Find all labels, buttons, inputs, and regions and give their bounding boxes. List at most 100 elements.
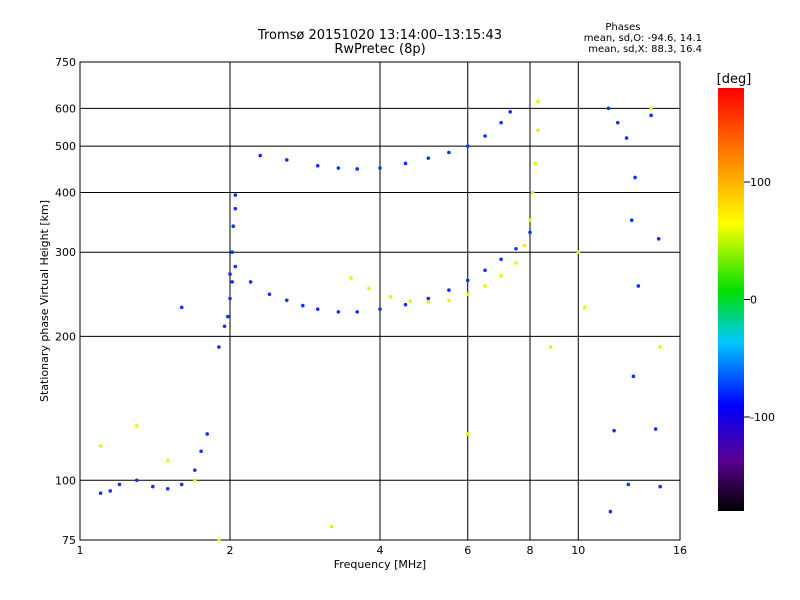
phases-summary: Phases mean, sd,O: -94.6, 14.1 mean, sd,… [584,22,702,55]
data-point [633,175,637,180]
data-point [179,482,184,487]
data-point [315,307,320,311]
data-point [248,280,253,284]
x-tick-label: 16 [673,544,687,557]
y-tick-label: 200 [55,330,76,343]
data-point [514,246,518,251]
grid-lines [80,62,680,540]
data-point [483,284,487,288]
data-point [367,286,371,291]
data-point [408,299,413,303]
data-point [134,478,139,483]
data-point [631,374,636,379]
data-point [499,120,503,125]
data-point [228,272,232,276]
data-point [228,296,232,301]
data-point [465,432,470,436]
data-point [447,288,451,292]
data-point [222,324,227,329]
data-point [193,468,197,472]
data-point [233,264,238,269]
data-point [483,134,487,138]
data-point [426,296,431,301]
data-point [426,156,431,160]
y-tick-label: 100 [55,474,76,487]
data-point [134,424,139,428]
data-point [233,206,238,211]
data-point [165,486,170,491]
data-point [447,298,451,303]
data-point [576,250,581,255]
data-point [649,106,653,111]
data-point [230,280,234,284]
data-point [528,230,532,235]
data-point [355,310,359,314]
data-point [533,161,538,166]
data-point [315,163,320,168]
data-point [530,190,535,195]
colorbar-tick-label: 0 [750,294,757,307]
data-point [653,427,658,431]
data-point [403,302,408,307]
data-point [626,482,631,487]
data-point [403,161,408,166]
x-tick-label: 10 [571,544,585,557]
y-tick-label: 75 [62,534,76,547]
data-point [536,128,540,132]
data-point [284,158,289,162]
data-point [355,167,359,171]
data-point [582,305,587,310]
data-point [378,307,382,311]
data-point [233,193,238,197]
axis-ticks: 1 2 4 6 8 10 16 75 100 200 300 400 500 600 750 [55,56,687,557]
data-point [226,314,230,319]
x-tick-label: 4 [377,544,384,557]
data-point [151,484,155,489]
colorbar-ticks: 100 0 -100 [744,176,775,424]
data-point [649,113,653,118]
data-point [388,295,393,299]
data-points [98,99,662,542]
y-tick-label: 300 [55,246,76,259]
x-tick-label: 8 [527,544,534,557]
data-point [199,449,203,454]
data-point [447,150,451,155]
data-point [217,345,221,349]
data-point [522,243,527,248]
phases-title: Phases [605,22,641,33]
data-point [615,120,620,125]
chart-title: Tromsø 20151020 13:14:00–13:15:43 [257,28,503,43]
data-point [499,257,503,262]
data-point [658,484,662,489]
y-axis-label: Stationary phase Virtual Height [km] [38,200,51,402]
data-point [108,489,113,493]
data-point [656,237,661,241]
data-point [426,300,431,304]
data-point [301,303,305,308]
data-point [658,345,662,349]
phases-x-line: mean, sd,X: 88.3, 16.4 [588,44,702,55]
colorbar-tick-label: 100 [750,176,771,189]
x-axis-label: Frequency [MHz] [334,558,426,571]
data-point [98,491,103,495]
data-point [179,305,184,310]
chart-subtitle: RwPretec (8p) [334,42,426,57]
data-point [536,99,540,104]
data-point [636,284,641,288]
data-point [336,310,341,314]
phases-o-line: mean, sd,O: -94.6, 14.1 [583,33,702,44]
data-point [258,153,263,158]
y-tick-label: 750 [55,56,76,69]
colorbar-label: [deg] [717,72,752,87]
data-point [624,136,629,140]
data-point [98,444,103,448]
data-point [336,166,341,170]
data-point [230,250,234,255]
data-point [205,432,209,436]
data-point [165,458,170,463]
y-tick-label: 500 [55,140,76,153]
data-point [514,261,518,265]
data-point [499,273,503,278]
data-point [608,509,613,514]
